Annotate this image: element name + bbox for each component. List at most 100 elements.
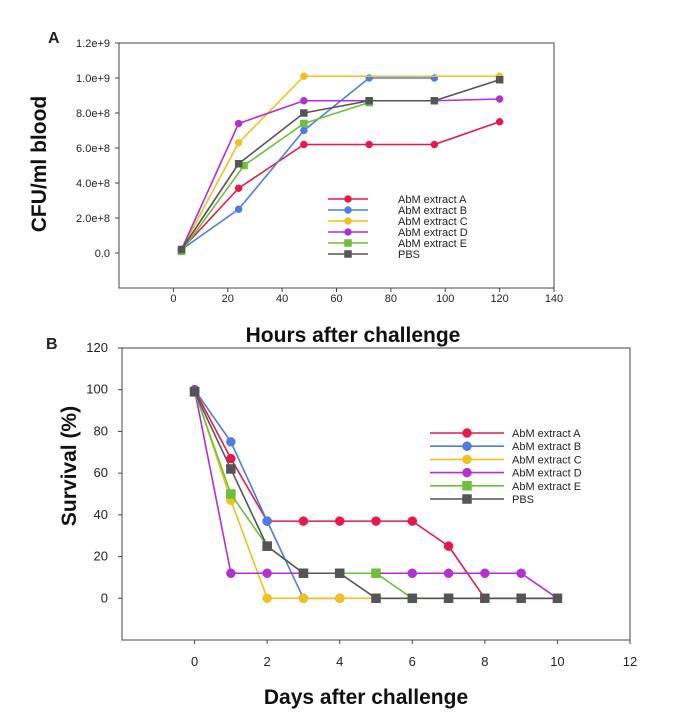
panel-a-data-point-pbs: [177, 245, 186, 254]
panel-a-x-tick-label: 80: [385, 293, 397, 305]
panel-b-series-line-abm-extract-c: [193, 389, 558, 600]
panel-a-series-line-pbs: [180, 78, 500, 250]
panel-b-y-tick-label: 120: [86, 340, 108, 355]
panel-b-legend-label: PBS: [512, 494, 534, 506]
panel-a-data-point-abm-extract-a: [430, 140, 439, 149]
panel-b-data-point-pbs: [189, 387, 200, 397]
panel-b-y-tick-label: 100: [86, 382, 108, 397]
panel-a-data-point-abm-extract-d: [495, 95, 504, 103]
panel-b-x-axis-label: Days after challenge: [264, 686, 468, 709]
panel-b-legend-entry-abm-extract-d: AbM extract D: [430, 468, 582, 480]
panel-a-data-point-pbs: [430, 97, 439, 105]
panel-a-data-point-abm-extract-d: [234, 119, 243, 128]
panel-b-data-point-abm-extract-a: [443, 541, 454, 551]
panel-a-legend-marker: [344, 206, 352, 214]
panel-a-data-point-abm-extract-a: [495, 118, 504, 126]
panel-b-data-point-pbs: [262, 541, 272, 551]
panel-a-series-line-abm-extract-c: [180, 75, 500, 250]
panel-a-y-tick-label: 8.0e+8: [76, 108, 110, 120]
panel-a-data-point-abm-extract-c: [234, 139, 243, 147]
panel-b-data-point-abm-extract-c: [334, 593, 345, 604]
panel-a-x-tick-label: 120: [490, 293, 508, 305]
panel-b-legend-entry-pbs: PBS: [430, 494, 534, 506]
panel-b-data-point-pbs: [334, 568, 345, 579]
panel-b-x-tick-label: 6: [409, 654, 416, 669]
panel-b-legend-entry-abm-extract-e: AbM extract E: [430, 481, 581, 493]
panel-a-data-point-pbs: [300, 109, 308, 117]
panel-a-panel-label: A: [48, 30, 60, 47]
panel-b-data-point-abm-extract-a: [298, 516, 309, 526]
panel-b-plot-frame: [121, 347, 631, 641]
panel-a-y-tick-label: 2.0e+8: [76, 213, 110, 225]
panel-a-series-line-abm-extract-a: [180, 120, 500, 251]
panel-a-legend-marker: [344, 195, 352, 203]
panel-b-legend-marker: [462, 467, 472, 478]
panel-b-series-line-abm-extract-a: [193, 389, 558, 600]
panel-b-y-tick-label: 60: [94, 465, 108, 480]
panel-a-legend-marker: [344, 217, 352, 225]
panel-a-y-tick-label: 1.2e+9: [76, 38, 110, 50]
panel-b-x-tick-label: 4: [336, 654, 343, 669]
panel-b-data-point-abm-extract-c: [298, 593, 309, 604]
panel-b-legend-entry-abm-extract-c: AbM extract C: [430, 454, 582, 466]
panel-b-y-tick-label: 40: [94, 507, 108, 522]
panel-a-legend-entry-abm-extract-e: AbM extract E: [328, 238, 467, 250]
panel-a-legend-label: AbM extract C: [398, 216, 468, 228]
panel-b-data-point-abm-extract-d: [443, 568, 454, 579]
panel-a-legend-entry-abm-extract-d: AbM extract D: [328, 227, 468, 239]
panel-b-legend-label: AbM extract A: [512, 428, 581, 440]
panel-a-x-tick-label: 60: [330, 293, 342, 305]
panel-a-data-point-abm-extract-c: [300, 72, 308, 80]
panel-b-data-point-abm-extract-b: [262, 516, 272, 526]
panel-b-legend-label: AbM extract E: [512, 481, 581, 493]
panel-a-legend-entry-abm-extract-a: AbM extract A: [328, 194, 467, 206]
panel-b-data-point-pbs: [407, 593, 418, 604]
panel-a-x-tick-label: 40: [276, 293, 288, 305]
panel-b-data-point-pbs: [443, 593, 454, 604]
panel-b-series-line-abm-extract-b: [193, 389, 340, 600]
panel-b-data-point-pbs: [480, 593, 490, 604]
panel-b-legend-marker: [462, 428, 472, 438]
panel-a-y-tick-label: 0.0: [95, 248, 110, 260]
panel-b-data-point-abm-extract-e: [371, 568, 381, 579]
panel-a-x-axis-label: Hours after challenge: [246, 324, 461, 347]
panel-a-y-tick-label: 6.0e+8: [76, 143, 110, 155]
panel-a-legend-marker: [344, 228, 352, 236]
panel-b-data-point-pbs: [371, 593, 381, 604]
panel-a-legend-label: AbM extract E: [398, 238, 467, 250]
panel-b-data-point-abm-extract-a: [407, 516, 418, 526]
panel-a-series-line-abm-extract-d: [180, 98, 500, 250]
panel-a-data-point-abm-extract-b: [234, 205, 243, 213]
panel-a-legend-entry-pbs: PBS: [328, 249, 420, 261]
panel-b-legend-entry-abm-extract-a: AbM extract A: [430, 428, 581, 440]
panel-a-series-line-abm-extract-e: [180, 101, 370, 252]
panel-a-legend-label: AbM extract D: [398, 227, 468, 239]
panel-a-legend-marker: [344, 250, 352, 258]
panel-a-chart: 0.0 2.0e+8 4.0e+8 6.0e+8 8.0e+8 1.0e+9 1.2e+9 0…: [28, 30, 563, 347]
panel-b-y-tick-label: 80: [94, 423, 108, 438]
panel-a-legend-label: PBS: [398, 249, 420, 261]
panel-b-data-point-pbs: [552, 593, 563, 604]
panel-b-y-tick-label: 20: [94, 549, 108, 564]
panel-a-legend-label: AbM extract B: [398, 205, 467, 217]
panel-b-data-point-pbs: [516, 593, 526, 604]
panel-b-legend-marker: [462, 494, 472, 504]
panel-a-legend-entry-abm-extract-b: AbM extract B: [328, 205, 467, 217]
panel-b-y-axis-label: Survival (%): [58, 406, 81, 526]
panel-a-x-tick-label: 100: [436, 293, 454, 305]
panel-a-data-point-abm-extract-d: [300, 97, 308, 105]
panel-b-series-pbs: [189, 387, 563, 604]
panel-b-series-line-pbs: [193, 391, 558, 600]
panel-a-data-point-pbs: [234, 160, 243, 168]
panel-b-chart: 0 20 40 60 80 100 120 0 2 4 6 8 10 12 B Days after chal…: [46, 336, 637, 709]
panel-a-legend-marker: [344, 239, 352, 247]
panel-b-legend-marker: [462, 441, 472, 451]
panel-a-data-point-abm-extract-a: [300, 140, 308, 149]
panel-b-data-point-abm-extract-d: [226, 568, 236, 579]
panel-b-x-tick-label: 12: [623, 654, 637, 669]
panel-a-data-point-abm-extract-b: [300, 126, 308, 135]
panel-a-data-point-abm-extract-a: [365, 140, 373, 149]
panel-b-data-point-abm-extract-d: [516, 568, 526, 579]
panel-b-data-point-abm-extract-c: [262, 593, 272, 604]
